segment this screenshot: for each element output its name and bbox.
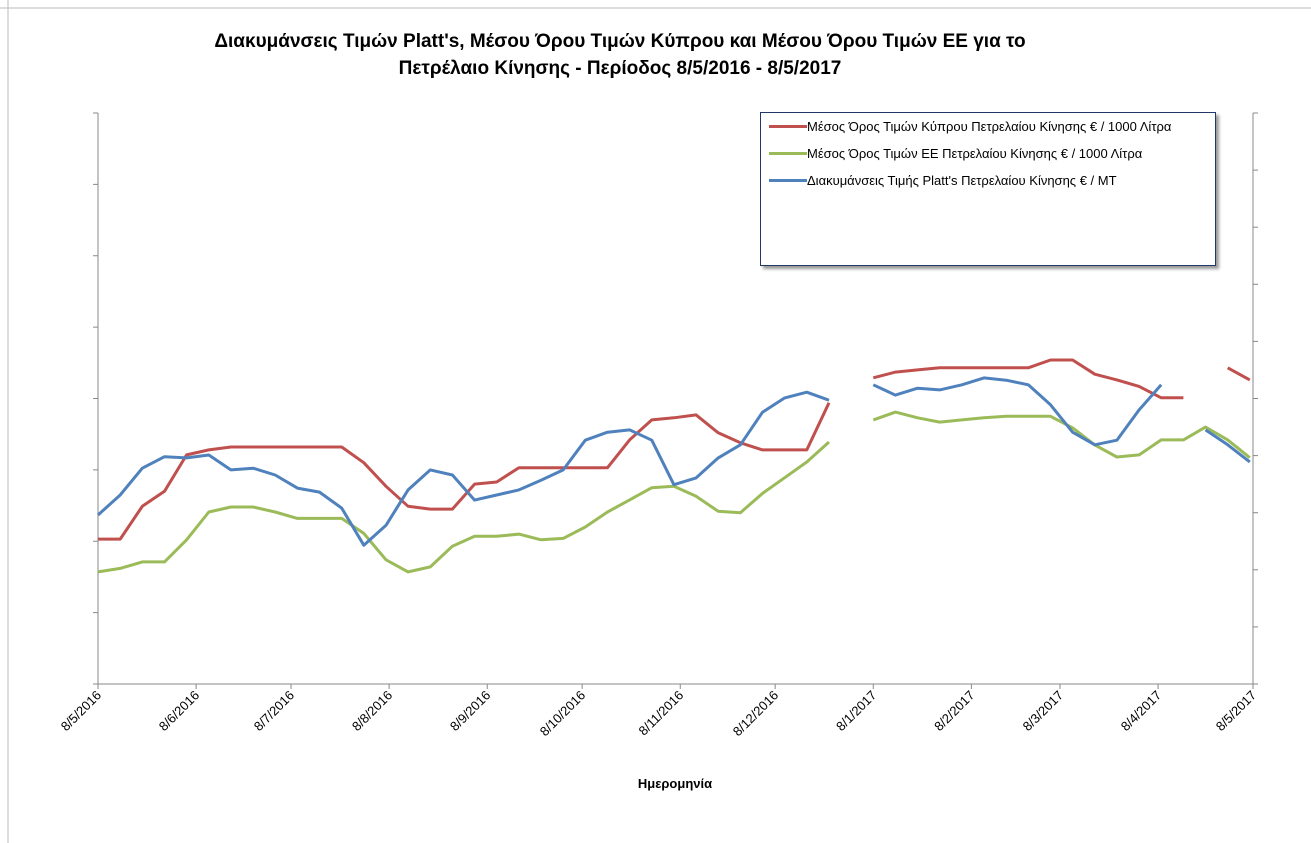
x-tick-label: 8/7/2016 [251,688,297,734]
legend-item: Μέσος Όρος Τιμών ΕΕ Πετρελαίου Κίνησης €… [769,144,1207,163]
series-line [98,358,1251,541]
x-tick-label: 8/12/2016 [730,688,782,740]
x-tick-label: 8/5/2017 [1213,688,1259,734]
x-tick-label: 8/2/2017 [931,688,977,734]
x-tick-label: 8/6/2016 [156,688,202,734]
legend-swatch [769,125,807,128]
legend-label: Διακυμάνσεις Τιμής Platt's Πετρελαίου Κί… [807,173,1117,188]
legend-label: Μέσος Όρος Τιμών Κύπρου Πετρελαίου Κίνησ… [807,119,1172,134]
x-tick-label: 8/4/2017 [1118,688,1164,734]
x-tick-label: 8/5/2016 [58,688,104,734]
chart-title: Διακυμάνσεις Τιμών Platt's, Μέσου Όρου Τ… [214,31,1026,79]
series-line [97,410,1251,574]
x-tick-label: 8/8/2016 [349,688,395,734]
legend-item: Διακυμάνσεις Τιμής Platt's Πετρελαίου Κί… [769,171,1207,190]
legend-label: Μέσος Όρος Τιμών ΕΕ Πετρελαίου Κίνησης €… [807,146,1143,161]
legend-swatch [769,152,807,155]
legend-item: Μέσος Όρος Τιμών Κύπρου Πετρελαίου Κίνησ… [769,117,1207,136]
x-tick-label: 8/11/2016 [636,688,687,739]
x-tick-label: 8/1/2017 [833,688,879,734]
x-tick-label: 8/9/2016 [447,688,493,734]
series-line [96,376,1251,547]
legend-swatch [769,179,807,182]
legend: Μέσος Όρος Τιμών Κύπρου Πετρελαίου Κίνησ… [760,112,1216,266]
x-tick-label: 8/10/2016 [537,688,589,740]
x-axis-label: Ημερομηνία [638,776,712,791]
x-tick-label: 8/3/2017 [1020,688,1066,734]
